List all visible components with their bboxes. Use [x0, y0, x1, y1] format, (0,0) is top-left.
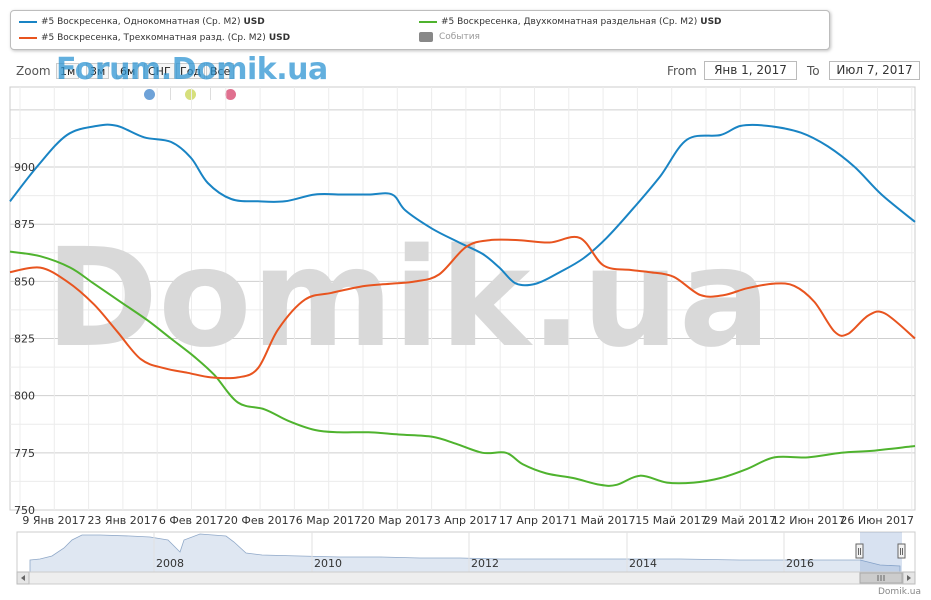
navigator-labels: 2008 2010 2012 2014 2016	[153, 532, 814, 572]
arrow-left-icon	[21, 575, 25, 581]
legend-item-three-room[interactable]: #5 Воскресенка, Трехкомнатная разд. (Ср.…	[19, 33, 290, 43]
navigator-year-label: 2010	[314, 557, 342, 570]
zoom-1y-button[interactable]: Год	[176, 63, 206, 79]
x-tick-label: 17 Апр 2017	[499, 514, 570, 527]
legend-label: #5 Воскресенка, Трехкомнатная разд. (Ср.…	[41, 33, 266, 43]
y-tick-label: 900	[14, 161, 35, 174]
legend-item-events[interactable]: События	[419, 32, 480, 42]
legend: #5 Воскресенка, Однокомнатная (Ср. М2) U…	[10, 10, 830, 50]
credit-link[interactable]: Domik.ua	[878, 587, 921, 597]
series-lines	[9, 123, 916, 487]
watermark-center: Domik.ua	[45, 220, 770, 378]
navigator-year-label: 2016	[786, 557, 814, 570]
y-tick-label: 750	[14, 504, 35, 517]
y-tick-label: 825	[14, 333, 35, 346]
x-axis-labels: 9 Янв 2017 23 Янв 2017 6 Фев 2017 20 Фев 20…	[22, 514, 914, 527]
x-tick-label: 29 Май 2017	[704, 514, 776, 527]
scrollbar-track[interactable]	[16, 571, 916, 585]
separator	[210, 88, 211, 100]
series-line-0[interactable]	[9, 123, 916, 287]
x-tick-label: 15 Май 2017	[635, 514, 707, 527]
event-marker-icon[interactable]	[225, 89, 236, 100]
x-tick-label: 20 Фев 2017	[224, 514, 296, 527]
x-tick-label: 23 Янв 2017	[87, 514, 157, 527]
x-tick-label: 3 Апр 2017	[434, 514, 498, 527]
legend-label: #5 Воскресенка, Двухкомнатная раздельная…	[441, 17, 698, 27]
x-tick-label: 20 Мар 2017	[361, 514, 433, 527]
series-line-1[interactable]	[9, 250, 916, 487]
events-icon	[419, 32, 433, 42]
event-marker-icon[interactable]	[185, 89, 196, 100]
arrow-right-icon	[907, 575, 911, 581]
zoom-ytd-button[interactable]: СНГ	[144, 63, 175, 79]
series-line-2[interactable]	[9, 235, 916, 380]
legend-swatch	[19, 37, 37, 39]
navigator-area	[29, 533, 901, 573]
legend-label: События	[439, 32, 480, 42]
event-marker-icon[interactable]	[144, 89, 155, 100]
legend-item-one-room[interactable]: #5 Воскресенка, Однокомнатная (Ср. М2) U…	[19, 17, 265, 27]
navigator-mask	[860, 532, 902, 572]
from-label: From	[667, 64, 697, 78]
navigator-year-label: 2014	[629, 557, 657, 570]
legend-unit: USD	[243, 17, 265, 27]
navigator-year-label: 2008	[156, 557, 184, 570]
x-tick-label: 6 Мар 2017	[296, 514, 361, 527]
x-tick-label: 9 Янв 2017	[22, 514, 85, 527]
to-date-input[interactable]: Июл 7, 2017	[829, 61, 920, 80]
x-tick-label: 1 Май 2017	[570, 514, 635, 527]
y-tick-label: 850	[14, 275, 35, 288]
zoom-all-button[interactable]: Все	[206, 63, 235, 79]
legend-item-two-room[interactable]: #5 Воскресенка, Двухкомнатная раздельная…	[419, 17, 722, 27]
y-axis-labels: 750 775 800 825 850 875 900	[14, 161, 35, 517]
navigator[interactable]: 2008 2010 2012 2014 2016	[16, 531, 916, 573]
zoom-6m-button[interactable]: 6м	[116, 63, 140, 79]
y-tick-label: 775	[14, 447, 35, 460]
grid	[9, 86, 916, 511]
x-tick-label: 26 Июн 2017	[840, 514, 914, 527]
zoom-1m-button[interactable]: 1м	[56, 63, 80, 79]
navigator-year-label: 2012	[471, 557, 499, 570]
navigator-left-handle[interactable]	[855, 543, 864, 559]
x-tick-label: 6 Фев 2017	[159, 514, 224, 527]
legend-unit: USD	[268, 33, 291, 43]
legend-label: #5 Воскресенка, Однокомнатная (Ср. М2)	[41, 17, 241, 27]
separator	[170, 88, 171, 100]
x-tick-label: 12 Июн 2017	[772, 514, 846, 527]
legend-swatch	[19, 21, 37, 23]
to-label: To	[807, 64, 820, 78]
legend-swatch	[419, 21, 437, 23]
zoom-3m-button[interactable]: 3м	[86, 63, 110, 79]
navigator-right-handle[interactable]	[897, 543, 906, 559]
from-date-input[interactable]: Янв 1, 2017	[704, 61, 797, 80]
scrollbar[interactable]	[16, 571, 916, 585]
zoom-label: Zoom	[16, 64, 51, 78]
legend-unit: USD	[700, 17, 722, 27]
y-tick-label: 800	[14, 390, 35, 403]
y-tick-label: 875	[14, 218, 35, 231]
